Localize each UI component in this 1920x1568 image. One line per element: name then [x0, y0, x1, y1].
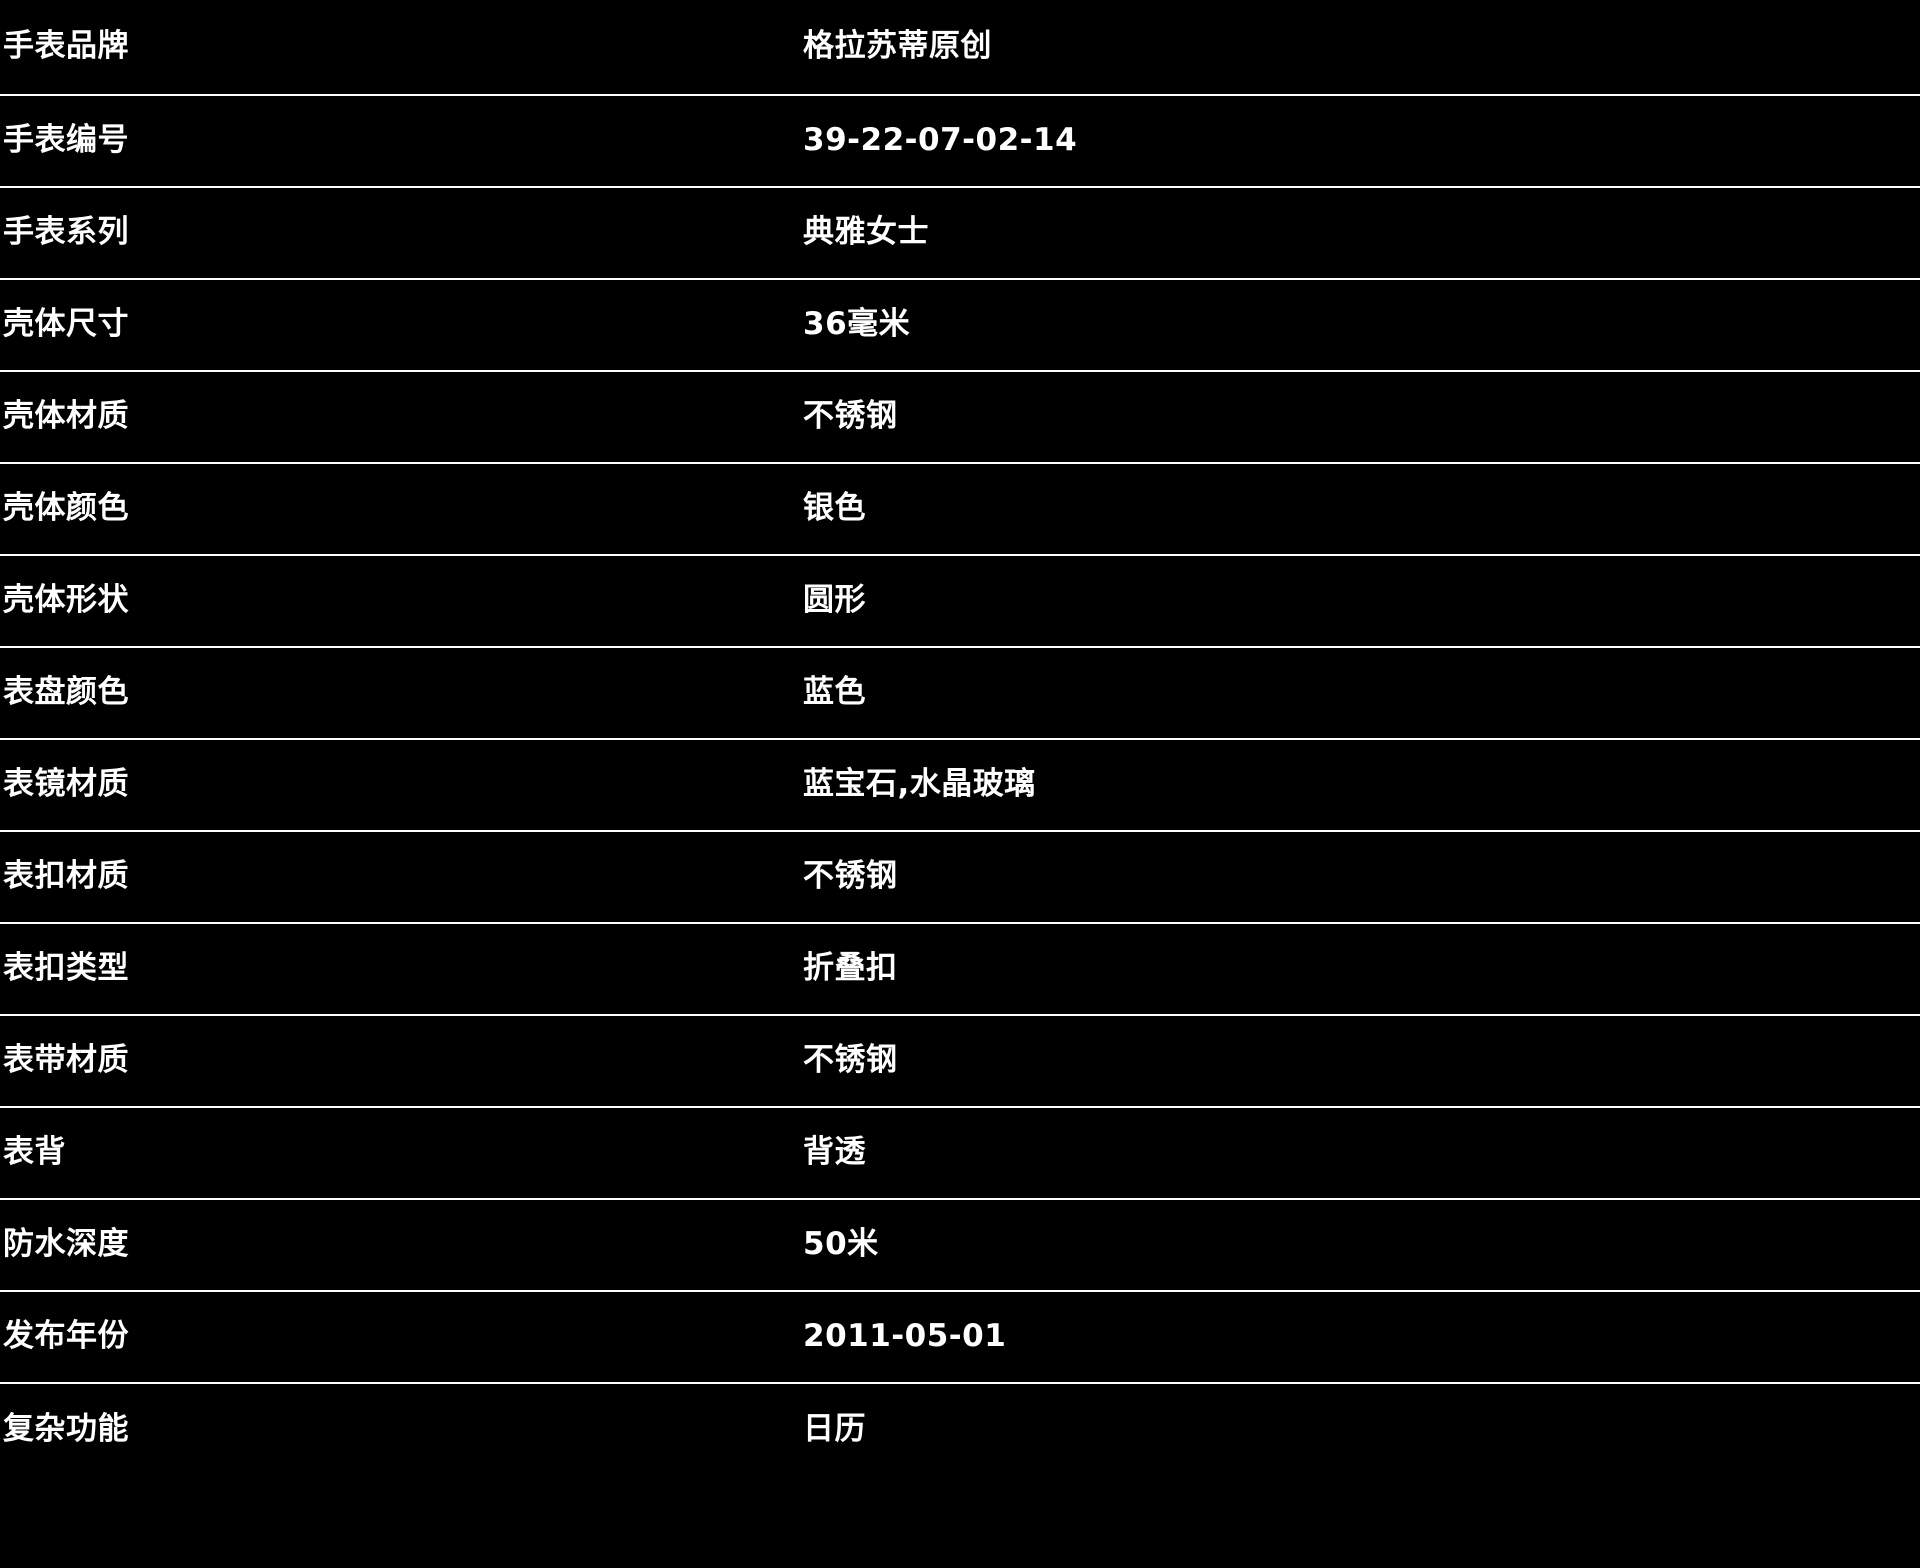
spec-table-body: 手表品牌 格拉苏蒂原创手表编号 39-22-07-02-14 手表系列 典雅女士壳体尺寸…	[0, 0, 1920, 1475]
spec-label: 表带材质	[3, 1042, 129, 1079]
spec-label: 防水深度	[3, 1226, 129, 1263]
spec-value: 36毫米	[803, 306, 911, 343]
spec-label: 壳体材质	[3, 398, 129, 435]
spec-label: 壳体颜色	[3, 490, 129, 527]
spec-value: 银色	[803, 490, 866, 527]
spec-value: 蓝色	[803, 674, 866, 711]
spec-value: 日历	[803, 1410, 866, 1447]
spec-value: 蓝宝石,水晶玻璃	[803, 766, 1036, 803]
spec-row: 复杂功能 日历	[0, 1383, 1920, 1475]
spec-value: 不锈钢	[803, 858, 898, 895]
spec-label: 表扣材质	[3, 858, 129, 895]
spec-value: 不锈钢	[803, 398, 898, 435]
spec-value: 50米	[803, 1226, 879, 1263]
spec-row: 表盘颜色 蓝色	[0, 647, 1920, 739]
spec-row: 表扣类型 折叠扣	[0, 923, 1920, 1015]
spec-row: 发布年份 2011-05-01	[0, 1291, 1920, 1383]
spec-label: 壳体形状	[3, 582, 129, 619]
spec-value: 不锈钢	[803, 1042, 898, 1079]
spec-row: 表背 背透	[0, 1107, 1920, 1199]
spec-row: 表镜材质 蓝宝石,水晶玻璃	[0, 739, 1920, 831]
spec-label: 手表系列	[3, 214, 129, 251]
spec-row: 手表品牌 格拉苏蒂原创	[0, 0, 1920, 95]
spec-value: 39-22-07-02-14	[803, 122, 1078, 159]
spec-label: 复杂功能	[3, 1410, 129, 1447]
watch-specification-table: 手表品牌 格拉苏蒂原创手表编号 39-22-07-02-14 手表系列 典雅女士壳体尺寸…	[0, 0, 1920, 1475]
spec-label: 表镜材质	[3, 766, 129, 803]
spec-label: 壳体尺寸	[3, 306, 129, 343]
spec-row: 表带材质 不锈钢	[0, 1015, 1920, 1107]
spec-value: 背透	[803, 1134, 866, 1171]
spec-row: 手表编号 39-22-07-02-14	[0, 95, 1920, 187]
spec-label: 发布年份	[3, 1318, 129, 1355]
spec-value: 典雅女士	[803, 214, 929, 251]
spec-row: 壳体形状 圆形	[0, 555, 1920, 647]
spec-row: 壳体颜色 银色	[0, 463, 1920, 555]
spec-row: 防水深度 50米	[0, 1199, 1920, 1291]
spec-label: 表盘颜色	[3, 674, 129, 711]
spec-label: 表扣类型	[3, 950, 129, 987]
spec-row: 壳体尺寸 36毫米	[0, 279, 1920, 371]
spec-row: 壳体材质 不锈钢	[0, 371, 1920, 463]
spec-label: 表背	[3, 1134, 66, 1171]
spec-row: 表扣材质 不锈钢	[0, 831, 1920, 923]
spec-row: 手表系列 典雅女士	[0, 187, 1920, 279]
spec-value: 圆形	[803, 582, 866, 619]
spec-value: 2011-05-01	[803, 1318, 1007, 1355]
spec-value: 格拉苏蒂原创	[803, 28, 992, 65]
spec-value: 折叠扣	[803, 950, 898, 987]
spec-label: 手表编号	[3, 122, 129, 159]
spec-label: 手表品牌	[3, 28, 129, 65]
